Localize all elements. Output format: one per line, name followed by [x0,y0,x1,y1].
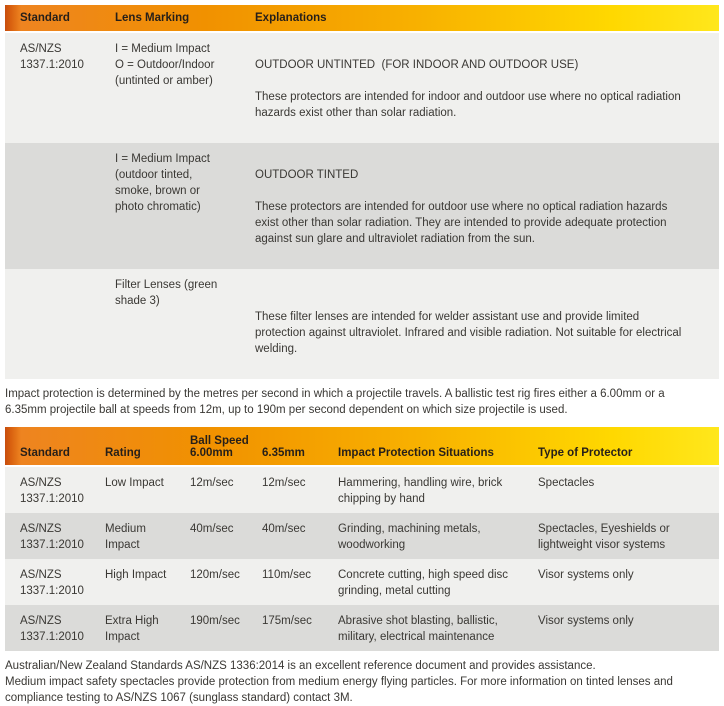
column-header-situations: Impact Protection Situations [338,447,494,459]
situations-cell: Abrasive shot blasting, ballistic, milit… [338,615,498,643]
standard-cell: AS/NZS 1337.1:2010 [20,523,84,551]
standard-cell: AS/NZS 1337.1:2010 [20,569,84,597]
speed-600-cell: 190m/sec [190,615,240,627]
speed-600-cell: 120m/sec [190,569,240,581]
lens-table: Standard Lens Marking Explanations AS/NZ… [5,5,719,379]
intro-paragraph: Impact protection is determined by the m… [5,388,665,416]
rating-cell: Low Impact [105,477,164,489]
protector-cell: Visor systems only [538,569,634,581]
speed-600-cell: 40m/sec [190,523,234,535]
explanation-title: OUTDOOR TINTED [255,169,359,181]
footer-paragraph: Australian/New Zealand Standards AS/NZS … [5,660,673,704]
situations-cell: Hammering, handling wire, brick chipping… [338,477,503,505]
speed-600-cell: 12m/sec [190,477,234,489]
column-header-ball-speed-635: 6.35mm [262,447,305,459]
speed-635-cell: 40m/sec [262,523,306,535]
column-header-protector: Type of Protector [538,447,633,459]
explanation-body: These protectors are intended for indoor… [255,91,681,119]
column-header-ball-speed-600: Ball Speed 6.00mm [190,435,262,459]
speed-635-cell: 12m/sec [262,477,306,489]
protector-cell: Spectacles, Eyeshields or lightweight vi… [538,523,670,551]
column-header-lens-marking: Lens Marking [115,12,190,24]
explanation-cell: These filter lenses are intended for wel… [255,277,707,373]
explanation-title: OUTDOOR UNTINTED (FOR INDOOR AND OUTDOOR… [255,59,579,71]
size-600-label: 6.00mm [190,447,233,459]
lens-table-header-row: Standard Lens Marking Explanations [5,5,719,31]
column-header-rating: Rating [105,447,141,459]
table-row: AS/NZS 1337.1:2010 High Impact 120m/sec … [5,559,719,605]
impact-table: Standard Rating Ball Speed 6.00mm 6.35mm… [5,427,719,651]
table-row: AS/NZS 1337.1:2010 I = Medium Impact O =… [5,33,719,143]
standard-cell: AS/NZS 1337.1:2010 [20,43,84,71]
lens-marking-cell: I = Medium Impact (outdoor tinted, smoke… [115,153,210,213]
impact-table-header-row: Standard Rating Ball Speed 6.00mm 6.35mm… [5,427,719,465]
standard-cell: AS/NZS 1337.1:2010 [20,615,84,643]
lens-marking-cell: I = Medium Impact O = Outdoor/Indoor (un… [115,43,215,87]
table-row: I = Medium Impact (outdoor tinted, smoke… [5,143,719,269]
standard-cell [20,151,115,263]
table-row: Filter Lenses (green shade 3) These filt… [5,269,719,379]
explanation-body: These protectors are intended for outdoo… [255,201,668,245]
standard-cell [20,277,115,373]
speed-635-cell: 175m/sec [262,615,312,627]
situations-cell: Grinding, machining metals, woodworking [338,523,481,551]
table-row: AS/NZS 1337.1:2010 Low Impact 12m/sec 12… [5,467,719,513]
protector-cell: Spectacles [538,477,595,489]
speed-635-cell: 110m/sec [262,569,312,581]
document-page: Standard Lens Marking Explanations AS/NZ… [5,5,719,704]
rating-cell: Extra High Impact [105,615,159,643]
ball-speed-label: Ball Speed [190,435,249,447]
explanation-cell: OUTDOOR UNTINTED (FOR INDOOR AND OUTDOOR… [255,41,707,137]
column-header-explanations: Explanations [255,12,327,24]
table-row: AS/NZS 1337.1:2010 Medium Impact 40m/sec… [5,513,719,559]
lens-marking-cell: Filter Lenses (green shade 3) [115,279,218,307]
rating-cell: High Impact [105,569,167,581]
explanation-cell: OUTDOOR TINTED These protectors are inte… [255,151,707,263]
column-header-standard: Standard [20,12,70,24]
situations-cell: Concrete cutting, high speed disc grindi… [338,569,509,597]
explanation-body: These filter lenses are intended for wel… [255,311,682,355]
standard-cell: AS/NZS 1337.1:2010 [20,477,84,505]
protector-cell: Visor systems only [538,615,634,627]
rating-cell: Medium Impact [105,523,146,551]
table-row: AS/NZS 1337.1:2010 Extra High Impact 190… [5,605,719,651]
column-header-standard: Standard [20,447,70,459]
